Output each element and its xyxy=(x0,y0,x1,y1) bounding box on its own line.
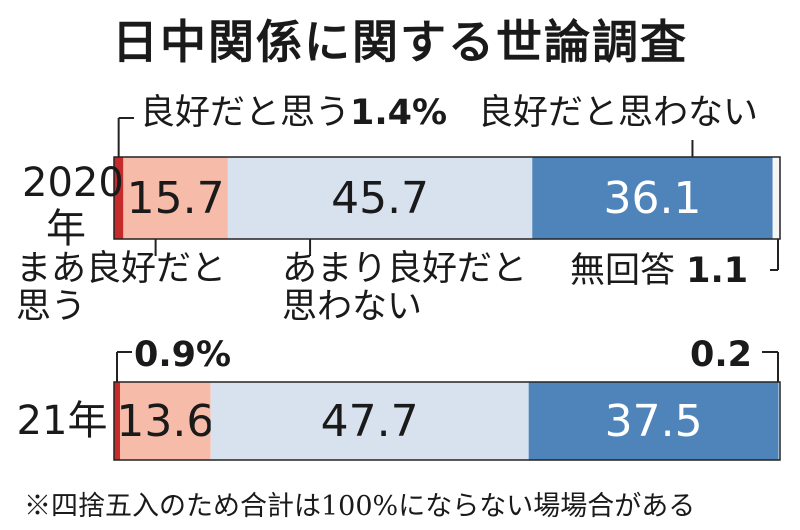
label-no-answer-2020: 無回答 1.1 xyxy=(570,252,748,290)
label-not-very-good-line2: 思わない xyxy=(282,287,423,327)
label-good-pct-2020: 1.4% xyxy=(350,93,448,133)
year-label-2021: 21年 xyxy=(16,398,108,444)
data-label-not-very-good-0: 45.7 xyxy=(331,173,429,224)
label-not-very-good: あまり良好だと 思わない xyxy=(282,250,527,326)
bar-segment-somewhat-good-1 xyxy=(120,382,211,460)
label-no-answer-text: 無回答 xyxy=(570,251,676,291)
bar-segment-not-very-good-1 xyxy=(210,382,529,460)
bar-outline-1 xyxy=(113,381,781,461)
year-2020-line1: 2020 xyxy=(22,160,124,206)
bar-segment-somewhat-good-0 xyxy=(123,157,228,239)
label-somewhat-good-line2: 思う xyxy=(16,287,87,327)
bar-segment-not-good-1 xyxy=(528,382,779,460)
data-label-not-good-0: 36.1 xyxy=(603,173,701,224)
year-label-2020: 2020 年 xyxy=(22,160,124,252)
bar-segment-not-very-good-0 xyxy=(227,157,533,239)
data-label-not-very-good-1: 47.7 xyxy=(321,396,419,447)
label-not-very-good-line1: あまり良好だと xyxy=(282,249,528,289)
label-good-pct-2021: 0.9% xyxy=(134,335,232,375)
label-good-2020: 良好だと思う1.4% xyxy=(140,94,447,132)
bar-segment-no-answer-0 xyxy=(772,157,780,239)
data-label-somewhat-good-0: 15.7 xyxy=(127,173,225,224)
bar-segment-good-1 xyxy=(114,382,120,460)
bar-segment-good-0 xyxy=(114,157,124,239)
data-label-not-good-1: 37.5 xyxy=(605,396,703,447)
label-good-text: 良好だと思う xyxy=(140,93,351,133)
data-label-somewhat-good-1: 13.6 xyxy=(116,396,214,447)
chart-title: 日中関係に関する世論調査 xyxy=(112,15,688,69)
bar-segment-not-good-0 xyxy=(532,157,773,239)
label-no-answer-value-2020: 1.1 xyxy=(686,251,749,291)
label-no-answer-value-2021: 0.2 xyxy=(690,335,753,375)
footnote: ※四捨五入のため合計は100%にならない場場合がある xyxy=(24,491,696,522)
label-somewhat-good-line1: まあ良好だと xyxy=(16,249,227,289)
year-2020-line2: 年 xyxy=(46,206,86,252)
label-somewhat-good: まあ良好だと 思う xyxy=(16,250,226,326)
label-not-good: 良好だと思わない xyxy=(478,93,759,133)
bar-outline-0 xyxy=(113,156,781,240)
